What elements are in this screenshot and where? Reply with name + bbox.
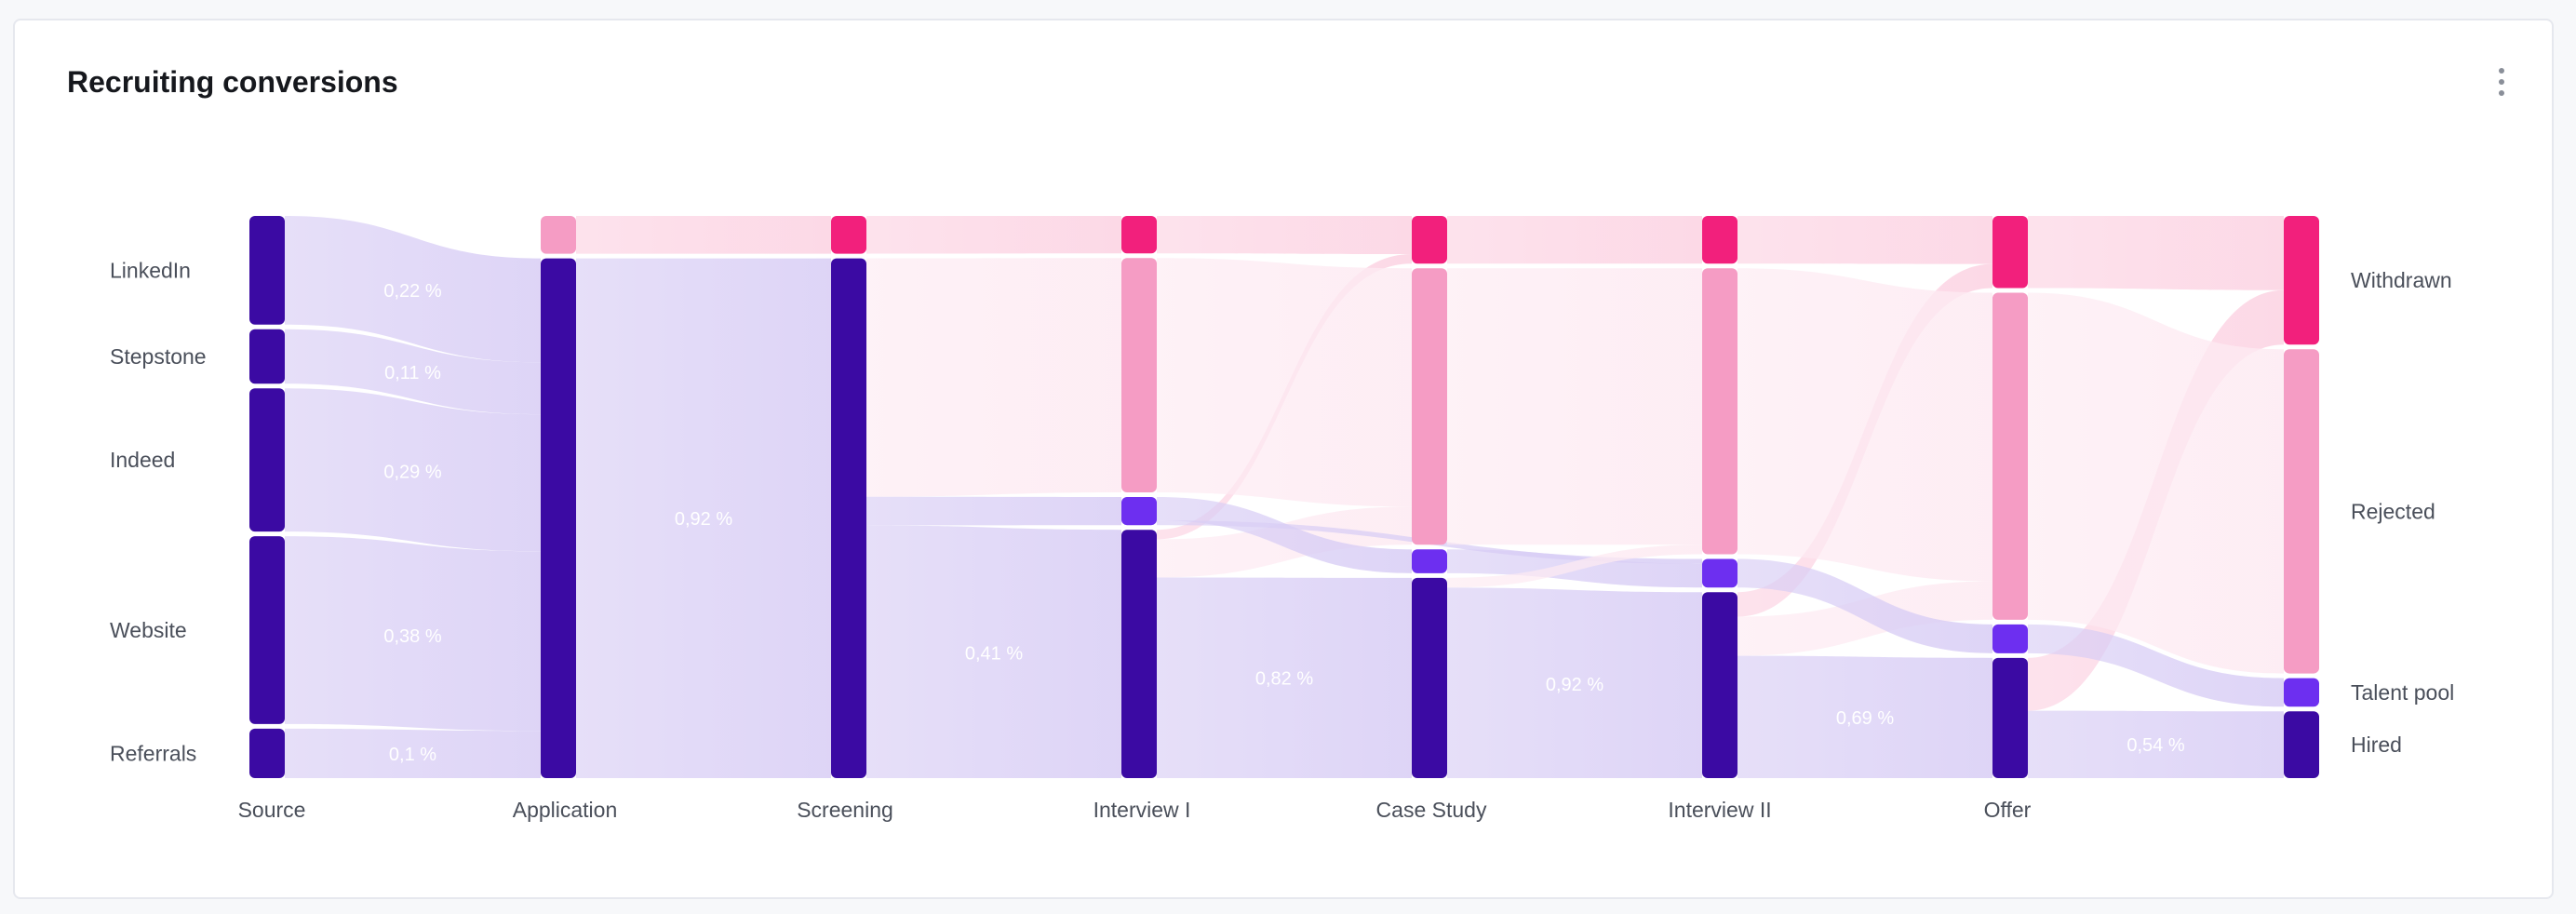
- menu-dot: [2499, 90, 2504, 96]
- node-rejected[interactable]: [2284, 349, 2319, 674]
- stage-label-offer: Offer: [1984, 798, 2032, 822]
- node-cs_rejected[interactable]: [1412, 268, 1447, 545]
- node-of_withdrawn[interactable]: [1992, 216, 2028, 289]
- stage-label-screening: Screening: [797, 798, 893, 822]
- menu-dot: [2499, 79, 2504, 85]
- node-i2_active[interactable]: [1702, 592, 1737, 778]
- link-i1_rejected-to-cs_rejected[interactable]: [1157, 258, 1412, 507]
- node-scr_active[interactable]: [831, 258, 866, 778]
- link-app_withdrawn-to-scr_withdrawn[interactable]: [576, 216, 831, 254]
- node-i1_pool[interactable]: [1121, 496, 1157, 526]
- node-i1_active[interactable]: [1121, 530, 1157, 778]
- source-label-stepstone: Stepstone: [110, 344, 207, 369]
- link-referrals-to-app_active[interactable]: [285, 728, 541, 778]
- card-title: Recruiting conversions: [67, 65, 398, 99]
- node-website[interactable]: [249, 536, 285, 724]
- link-value-label: 0,92 %: [1546, 675, 1603, 695]
- link-scr_active-to-i1_pool[interactable]: [866, 496, 1121, 526]
- outcome-label-withdrawn: Withdrawn: [2351, 268, 2452, 292]
- node-stepstone[interactable]: [249, 329, 285, 384]
- node-withdrawn[interactable]: [2284, 216, 2319, 345]
- source-labels: LinkedIn Stepstone Indeed Website Referrals: [110, 258, 207, 765]
- source-label-referrals: Referrals: [110, 741, 196, 765]
- node-i2_rejected[interactable]: [1702, 268, 1737, 555]
- link-i2_withdrawn-to-of_withdrawn[interactable]: [1737, 216, 1992, 264]
- source-label-indeed: Indeed: [110, 448, 175, 472]
- stage-label-application: Application: [513, 798, 618, 822]
- link-i1_active-to-cs_active[interactable]: [1157, 577, 1412, 778]
- node-layer: [249, 216, 2319, 778]
- link-cs_rejected-to-i2_rejected[interactable]: [1447, 268, 1702, 545]
- source-label-website: Website: [110, 618, 187, 642]
- outcome-label-hired: Hired: [2351, 733, 2402, 757]
- link-value-label: 0,82 %: [1255, 668, 1313, 689]
- node-cs_withdrawn[interactable]: [1412, 216, 1447, 264]
- node-cs_active[interactable]: [1412, 577, 1447, 778]
- node-indeed[interactable]: [249, 388, 285, 532]
- stage-label-interview-ii: Interview II: [1668, 798, 1771, 822]
- link-website-to-app_active[interactable]: [285, 536, 541, 732]
- link-value-label: 0,1 %: [389, 745, 436, 765]
- link-of_rejected-to-rejected[interactable]: [2028, 292, 2284, 674]
- stage-label-source: Source: [238, 798, 306, 822]
- link-value-label: 0,22 %: [383, 281, 441, 302]
- link-label-layer: 0,22 % 0,11 % 0,29 % 0,38 % 0,1 % 0,92 % 0,41 …: [383, 281, 2184, 765]
- link-i2_active-to-of_active[interactable]: [1737, 655, 1992, 778]
- link-stepstone-to-app_active[interactable]: [285, 329, 541, 415]
- more-vertical-icon[interactable]: [2485, 61, 2518, 102]
- link-i1_withdrawn-to-cs_withdrawn[interactable]: [1157, 216, 1412, 254]
- node-i1_rejected[interactable]: [1121, 258, 1157, 492]
- link-scr_active-to-i1_active[interactable]: [866, 525, 1121, 778]
- node-i1_withdrawn[interactable]: [1121, 216, 1157, 254]
- node-linkedin[interactable]: [249, 216, 285, 325]
- link-i1_pool-to-cs_pool[interactable]: [1157, 496, 1412, 573]
- link-value-label: 0,41 %: [965, 643, 1023, 664]
- node-cs_pool[interactable]: [1412, 549, 1447, 573]
- link-app_active-to-scr_active[interactable]: [576, 258, 831, 778]
- link-indeed-to-app_active[interactable]: [285, 388, 541, 552]
- stage-label-case-study: Case Study: [1376, 798, 1487, 822]
- node-app_withdrawn[interactable]: [541, 216, 576, 254]
- link-linkedin-to-app_active[interactable]: [285, 216, 541, 363]
- link-cs_active-to-i2_rejected[interactable]: [1447, 544, 1702, 588]
- link-layer: [285, 216, 2284, 778]
- link-value-label: 0,69 %: [1836, 708, 1894, 729]
- link-value-label: 0,92 %: [675, 509, 732, 530]
- link-value-label: 0,54 %: [2127, 735, 2184, 756]
- stage-label-interview-i: Interview I: [1093, 798, 1191, 822]
- node-app_active[interactable]: [541, 258, 576, 778]
- link-scr_active-to-i1_rejected[interactable]: [866, 258, 1121, 497]
- node-i2_withdrawn[interactable]: [1702, 216, 1737, 264]
- link-value-label: 0,11 %: [384, 363, 441, 383]
- link-cs_withdrawn-to-i2_withdrawn[interactable]: [1447, 216, 1702, 264]
- node-of_rejected[interactable]: [1992, 292, 2028, 620]
- link-i2_pool-to-of_pool[interactable]: [1737, 558, 1992, 653]
- outcome-labels: Withdrawn Rejected Talent pool Hired: [2351, 268, 2454, 757]
- menu-dot: [2499, 68, 2504, 74]
- node-of_active[interactable]: [1992, 657, 2028, 778]
- link-value-label: 0,29 %: [383, 462, 441, 482]
- link-of_withdrawn-to-withdrawn[interactable]: [2028, 216, 2284, 290]
- node-talent_pool[interactable]: [2284, 678, 2319, 707]
- node-i2_pool[interactable]: [1702, 558, 1737, 588]
- outcome-label-talent-pool: Talent pool: [2351, 680, 2454, 705]
- node-of_pool[interactable]: [1992, 624, 2028, 653]
- node-referrals[interactable]: [249, 728, 285, 778]
- link-cs_active-to-i2_active[interactable]: [1447, 587, 1702, 778]
- link-of_active-to-hired[interactable]: [2028, 710, 2284, 778]
- link-of_pool-to-talent_pool[interactable]: [2028, 624, 2284, 707]
- outcome-label-rejected: Rejected: [2351, 499, 2435, 523]
- link-value-label: 0,38 %: [383, 626, 441, 647]
- source-label-linkedin: LinkedIn: [110, 258, 191, 282]
- node-hired[interactable]: [2284, 711, 2319, 778]
- link-scr_withdrawn-to-i1_withdrawn[interactable]: [866, 216, 1121, 254]
- stage-axis: Source Application Screening Interview I Cas…: [238, 798, 2032, 822]
- link-i2_rejected-to-of_rejected[interactable]: [1737, 268, 1992, 582]
- node-scr_withdrawn[interactable]: [831, 216, 866, 254]
